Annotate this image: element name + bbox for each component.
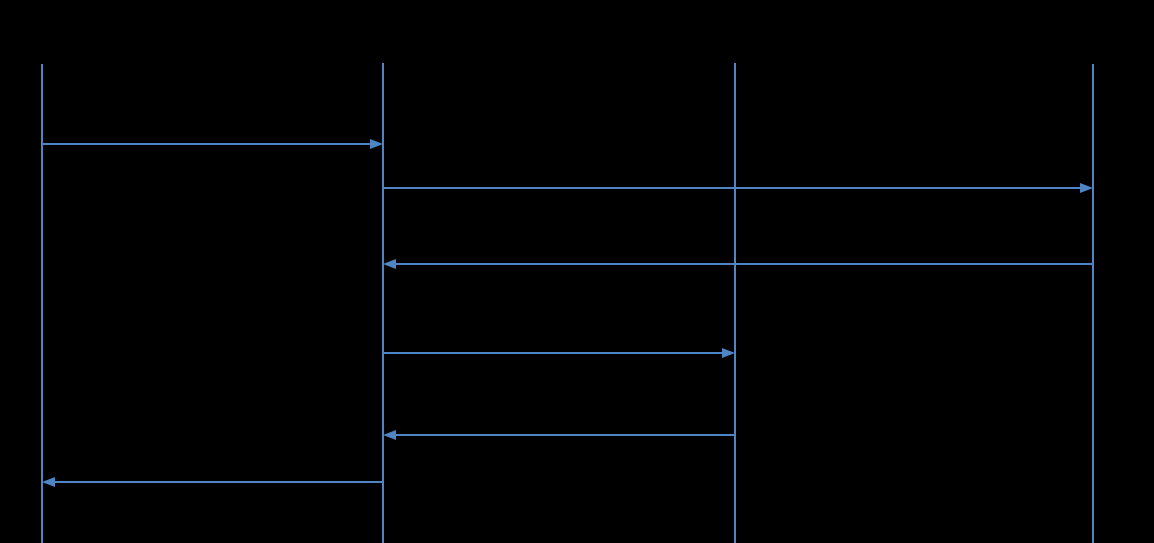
message-arrowhead-6: [42, 477, 55, 487]
message-arrowhead-1: [370, 139, 383, 149]
message-arrowhead-4: [722, 348, 735, 358]
message-arrowhead-3: [383, 259, 396, 269]
message-arrowhead-5: [383, 430, 396, 440]
message-arrowhead-2: [1080, 183, 1093, 193]
